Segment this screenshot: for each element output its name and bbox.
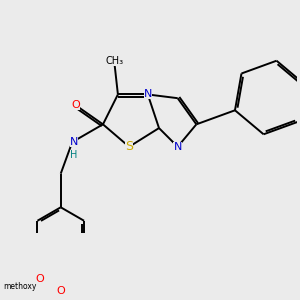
Text: N: N — [70, 137, 78, 147]
Text: N: N — [144, 89, 152, 100]
Text: O: O — [56, 286, 65, 296]
Text: H: H — [70, 150, 78, 160]
Text: N: N — [173, 142, 182, 152]
Text: S: S — [125, 140, 133, 153]
Text: methoxy: methoxy — [3, 282, 37, 291]
Text: CH₃: CH₃ — [105, 56, 123, 66]
Text: O: O — [35, 274, 44, 284]
Text: O: O — [71, 100, 80, 110]
